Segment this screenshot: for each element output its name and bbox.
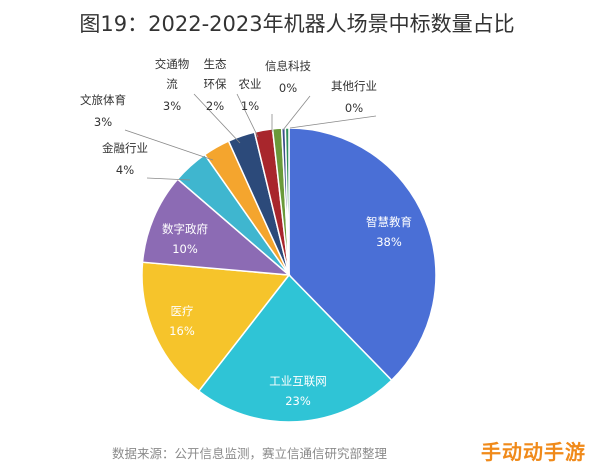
leader-line: [236, 93, 259, 138]
pie-slice-1: [197, 273, 393, 423]
slice-label: 农业: [239, 77, 262, 91]
leader-line: [193, 93, 241, 144]
slice-value: 16%: [169, 324, 195, 338]
source-note: 数据来源：公开信息监测，赛立信通信研究部整理: [112, 446, 388, 461]
slice-value: 3%: [163, 99, 181, 113]
slice-label: 数字政府: [162, 222, 208, 236]
pie-slice-3: [141, 178, 292, 276]
slice-value: 1%: [241, 99, 259, 113]
slice-value: 0%: [345, 101, 363, 115]
slice-label: 生态环保: [204, 57, 227, 91]
slice-label: 其他行业: [331, 79, 377, 93]
slice-label: 金融行业: [102, 141, 148, 155]
slice-value: 23%: [285, 394, 311, 408]
slice-label: 医疗: [171, 304, 194, 318]
pie-slice-0: [288, 127, 437, 382]
slice-label: 文旅体育: [80, 93, 126, 107]
slice-value: 4%: [116, 163, 134, 177]
pie-slice-10: [284, 127, 290, 276]
watermark-logo: 手动动手游: [481, 440, 586, 464]
leader-line: [146, 177, 191, 181]
slice-value: 3%: [94, 115, 112, 129]
leader-line: [289, 115, 377, 129]
slice-value: 38%: [376, 235, 402, 249]
chart-title: 图19：2022-2023年机器人场景中标数量占比: [79, 12, 515, 36]
slice-label: 智慧教育: [366, 215, 412, 229]
slice-value: 10%: [172, 242, 198, 256]
pie-slice-2: [141, 261, 291, 393]
leader-line: [124, 129, 214, 161]
slice-label: 交通物流: [155, 57, 190, 91]
slice-value: 0%: [279, 81, 297, 95]
slice-label: 信息科技: [265, 59, 311, 73]
leader-line: [282, 95, 311, 131]
slice-label: 工业互联网: [269, 374, 327, 388]
slice-value: 2%: [206, 99, 224, 113]
